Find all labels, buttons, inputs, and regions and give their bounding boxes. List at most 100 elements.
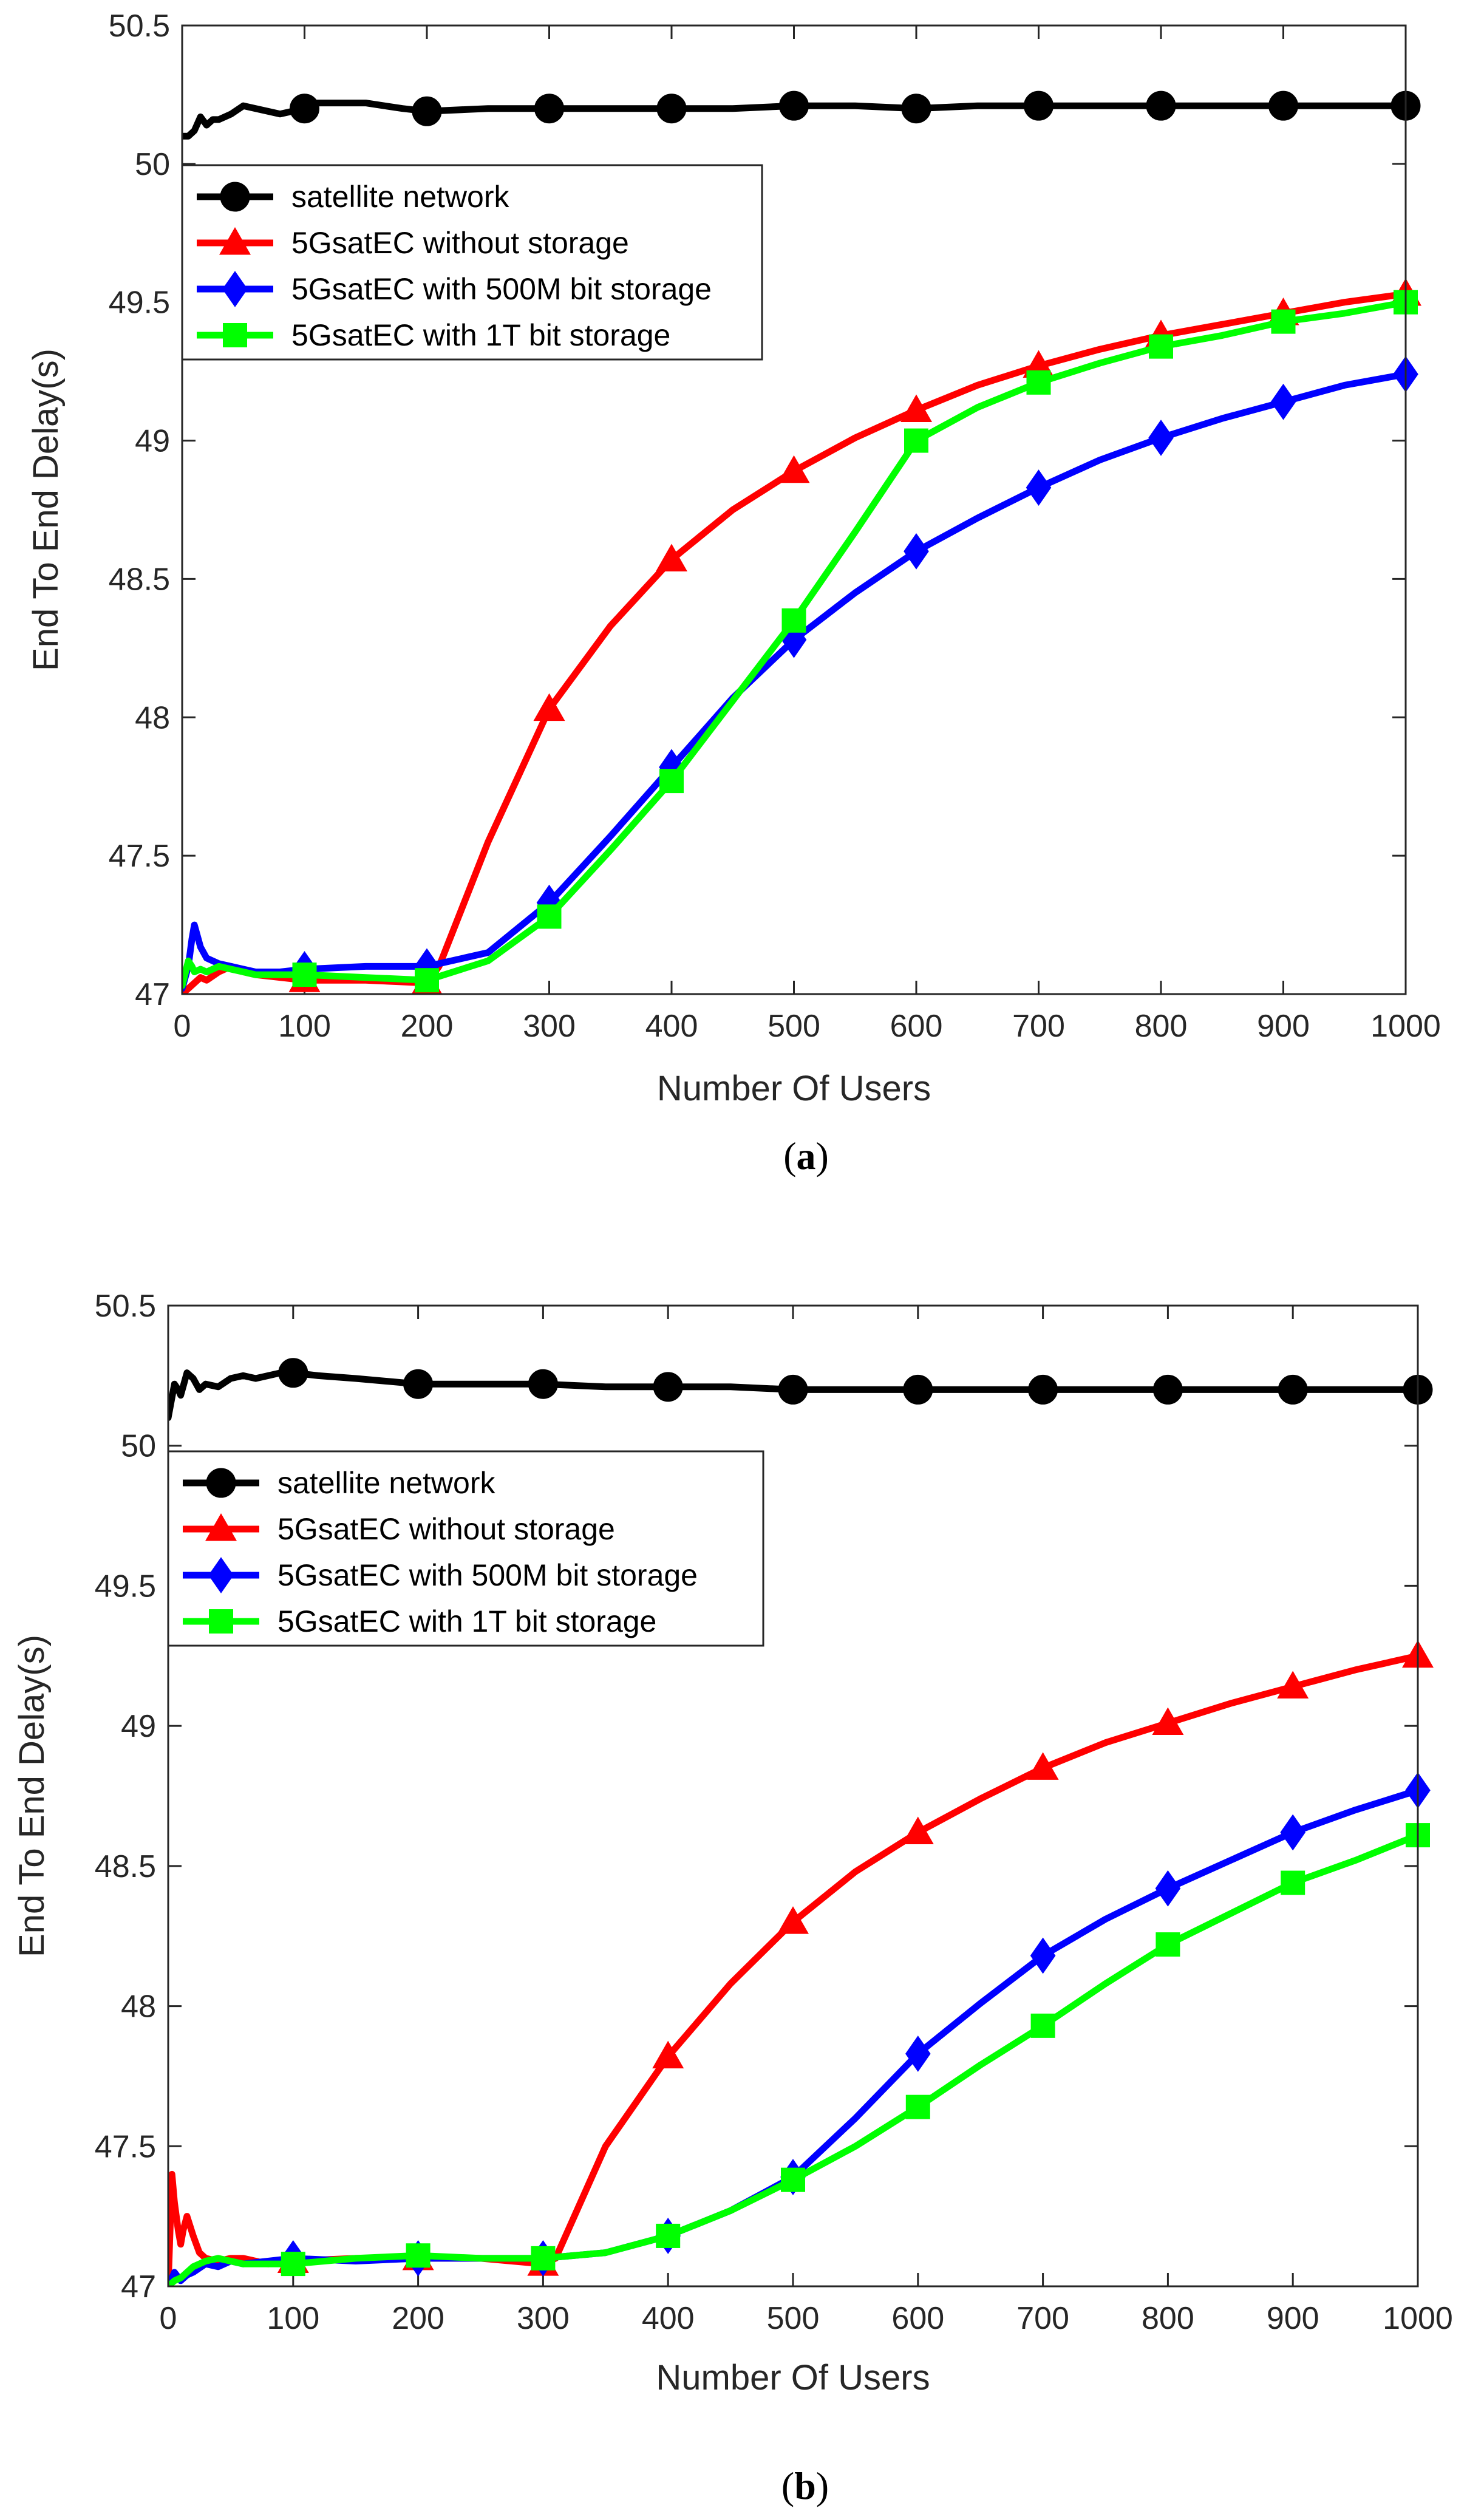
data-point-circle	[1278, 1374, 1308, 1405]
axes-frame	[181, 24, 1407, 995]
legend-marker-square	[209, 1609, 233, 1634]
data-point-circle	[412, 96, 442, 126]
legend-entry: 5GsatEC without storage	[183, 1512, 615, 1546]
series-5gsatec-with-1t-bit-storage	[168, 1823, 1430, 2286]
data-point-square	[415, 968, 439, 993]
x-tick-label: 300	[517, 2301, 570, 2336]
legend-label: 5GsatEC without storage	[277, 1512, 615, 1546]
y-tick-label: 47	[121, 2269, 156, 2305]
data-point-circle	[779, 90, 809, 121]
data-point-circle	[903, 1374, 933, 1405]
legend-entry: 5GsatEC with 1T bit storage	[197, 318, 670, 352]
data-point-square	[905, 2094, 930, 2119]
data-point-square	[1281, 1870, 1305, 1895]
y-tick-label: 50	[135, 147, 170, 182]
data-point-triangle	[900, 394, 932, 422]
y-axis-title: End To End Delay(s)	[12, 1635, 52, 1957]
y-axis-title: End To End Delay(s)	[26, 349, 66, 671]
x-tick-label: 900	[1267, 2301, 1319, 2336]
legend-marker-circle	[206, 1468, 236, 1498]
x-tick-label: 200	[392, 2301, 444, 2336]
data-point-circle	[778, 1374, 808, 1405]
x-tick-label: 900	[1257, 1009, 1310, 1044]
data-point-circle	[278, 1358, 308, 1388]
data-point-triangle	[656, 543, 687, 572]
data-point-square	[1271, 309, 1296, 334]
x-tick-label: 1000	[1383, 2301, 1453, 2336]
legend-label: 5GsatEC with 1T bit storage	[291, 318, 670, 352]
panel-a: 0 100 200 300 400 500 600 700 800 900 1000 47 47.5 48…	[26, 9, 1441, 1177]
data-point-diamond	[1155, 1870, 1181, 1907]
data-point-diamond	[1148, 420, 1174, 456]
x-tick-label: 600	[891, 2301, 944, 2336]
axes-frame	[167, 1304, 1419, 2288]
y-tick-label: 47	[135, 977, 170, 1012]
legend-entry: 5GsatEC with 1T bit storage	[183, 1604, 656, 1638]
data-point-square	[1030, 2013, 1055, 2038]
data-point-circle	[1028, 1374, 1058, 1405]
series-line-5gsatec-with-500m-bit-storage	[182, 370, 1406, 992]
x-tick-label: 0	[160, 2301, 177, 2336]
panel-caption: (a)	[783, 1134, 829, 1177]
legend-entry: satellite network	[197, 180, 509, 214]
y-tick-label: 49	[135, 424, 170, 459]
x-tick-label: 0	[174, 1009, 191, 1044]
data-point-diamond	[905, 2036, 931, 2072]
data-point-square	[531, 2246, 556, 2271]
series-line-5gsatec-without-storage	[182, 290, 1406, 994]
data-point-diamond	[1280, 1814, 1305, 1851]
y-tick-label: 50.5	[109, 9, 170, 44]
y-tick-label: 49.5	[109, 285, 170, 321]
y-tick-label: 50	[121, 1429, 156, 1464]
data-point-triangle	[902, 1816, 934, 1844]
legend: satellite network 5GsatEC without storage…	[181, 164, 763, 361]
data-point-square	[781, 608, 806, 633]
series-line-5gsatec-with-1t-bit-storage	[182, 299, 1406, 989]
series-line-satellite-network	[168, 1369, 1418, 1422]
x-axis-title: Number Of Users	[656, 2358, 930, 2397]
y-tick-label: 49.5	[95, 1569, 156, 1604]
y-tick-label: 48	[135, 700, 170, 735]
panel-caption: (b)	[781, 2464, 829, 2507]
y-tick-label: 47.5	[109, 839, 170, 874]
y-tick-label: 49	[121, 1709, 156, 1744]
legend-marker-circle	[220, 182, 250, 212]
data-point-square	[537, 904, 562, 929]
data-point-circle	[403, 1369, 434, 1399]
data-point-circle	[528, 1369, 558, 1399]
data-point-triangle	[1152, 1707, 1184, 1736]
x-tick-label: 100	[267, 2301, 319, 2336]
legend-marker-diamond	[208, 1557, 234, 1593]
data-point-triangle	[533, 693, 565, 721]
series-line-satellite-network	[182, 100, 1406, 140]
legend-entry: 5GsatEC without storage	[197, 226, 629, 260]
data-point-square	[406, 2243, 431, 2268]
data-point-square	[292, 962, 317, 987]
legend-box	[181, 164, 763, 361]
series-satellite-network	[182, 90, 1421, 140]
legend-marker-triangle	[219, 227, 251, 255]
series-5gsatec-with-1t-bit-storage	[182, 290, 1418, 993]
x-tick-label: 1000	[1370, 1009, 1441, 1044]
data-point-circle	[1268, 90, 1298, 121]
y-tick-label: 48.5	[109, 562, 170, 597]
x-tick-label: 600	[890, 1009, 943, 1044]
data-point-circle	[1146, 90, 1176, 121]
data-point-circle	[1152, 1374, 1183, 1405]
legend-marker-square	[223, 323, 247, 347]
x-tick-label: 400	[642, 2301, 695, 2336]
y-tick-label: 50.5	[95, 1289, 156, 1324]
x-tick-label: 100	[278, 1009, 331, 1044]
data-point-diamond	[904, 533, 929, 570]
legend-label: 5GsatEC with 500M bit storage	[291, 272, 712, 306]
x-tick-label: 700	[1016, 2301, 1069, 2336]
data-point-triangle	[652, 2040, 684, 2069]
data-point-triangle	[777, 1906, 809, 1934]
data-point-triangle	[1027, 1752, 1059, 1780]
legend-entry: satellite network	[183, 1466, 495, 1500]
legend-box	[167, 1450, 764, 1647]
legend: satellite network 5GsatEC without storage…	[167, 1450, 764, 1647]
data-point-circle	[901, 94, 931, 124]
y-tick-label: 48.5	[95, 1849, 156, 1884]
legend-label: 5GsatEC with 1T bit storage	[277, 1604, 656, 1638]
